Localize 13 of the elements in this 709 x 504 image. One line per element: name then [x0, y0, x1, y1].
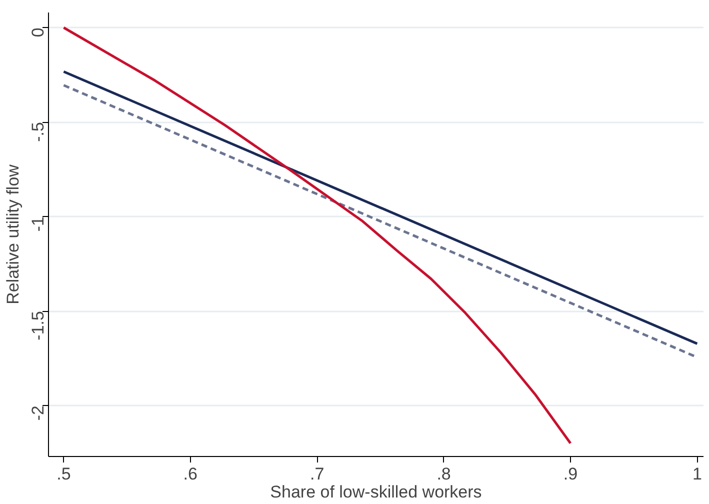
x-tick-label: .8	[436, 464, 451, 484]
x-tick-label: 1	[692, 464, 702, 484]
y-tick-label: -2	[28, 405, 48, 421]
y-tick-label: 0	[28, 28, 48, 38]
y-tick-label: -.5	[28, 122, 48, 142]
x-tick-label: .7	[310, 464, 324, 484]
x-tick-label: .9	[563, 464, 578, 484]
x-tick-label: .6	[183, 464, 198, 484]
y-tick-label: -1.5	[28, 311, 48, 340]
y-axis-title: Relative utility flow	[4, 164, 22, 304]
y-tick-label: -1	[28, 216, 48, 232]
x-tick-label: .5	[56, 464, 71, 484]
x-axis-title: Share of low-skilled workers	[270, 482, 482, 502]
